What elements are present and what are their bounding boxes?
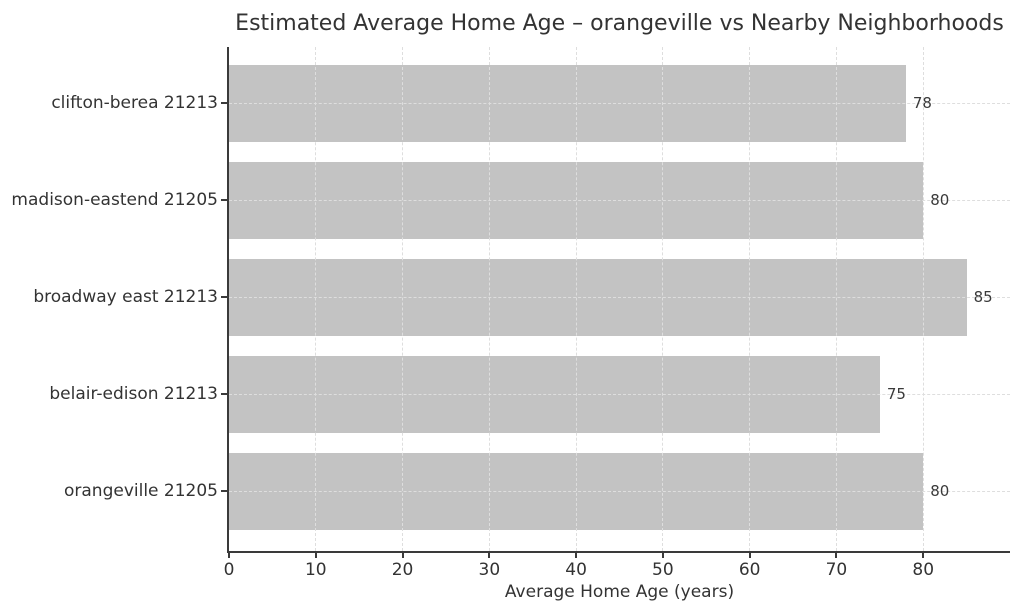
x-tick-label: 40 [565, 560, 587, 580]
x-tick-label: 50 [652, 560, 674, 580]
y-tick-label: madison-eastend 21205 [11, 190, 218, 210]
y-tick-mark [221, 393, 227, 395]
x-tick-mark [488, 553, 491, 558]
x-tick-mark [922, 553, 925, 558]
x-tick-mark [661, 553, 664, 558]
y-tick-mark [221, 296, 227, 298]
vertical-gridline [835, 47, 837, 551]
value-label: 85 [973, 288, 993, 306]
x-axis-spine [227, 551, 1010, 553]
y-axis-spine [227, 47, 229, 553]
value-label: 75 [886, 385, 906, 403]
x-tick-mark [835, 553, 838, 558]
horizontal-gridline [229, 199, 1010, 201]
x-tick-mark [314, 553, 317, 558]
y-tick-label: orangeville 21205 [63, 481, 218, 501]
x-axis-label: Average Home Age (years) [504, 582, 735, 602]
plot-area: 78 80 85 75 80 [229, 47, 1010, 551]
y-tick-mark [221, 199, 227, 201]
x-tick-label: 20 [391, 560, 414, 580]
horizontal-gridline [229, 393, 1010, 395]
vertical-gridline [315, 47, 317, 551]
x-tick-label: 30 [478, 560, 501, 580]
vertical-gridline [662, 47, 664, 551]
x-tick-label: 70 [825, 560, 848, 580]
y-tick-label: belair-edison 21213 [49, 384, 218, 404]
y-tick-label: clifton-berea 21213 [51, 93, 218, 113]
value-label: 80 [930, 482, 950, 500]
x-tick-label: 0 [223, 560, 235, 580]
vertical-gridline [749, 47, 751, 551]
x-tick-mark [748, 553, 751, 558]
x-tick-label: 60 [738, 560, 761, 580]
horizontal-gridline [229, 296, 1010, 298]
y-tick-label: broadway east 21213 [33, 287, 218, 307]
vertical-gridline [575, 47, 577, 551]
y-tick-mark [221, 490, 227, 492]
vertical-gridline [488, 47, 490, 551]
x-tick-mark [228, 553, 230, 558]
vertical-gridline [402, 47, 404, 551]
value-label: 80 [930, 191, 950, 209]
vertical-gridline [922, 47, 924, 551]
x-tick-label: 10 [304, 560, 327, 580]
x-tick-mark [401, 553, 404, 558]
horizontal-gridline [229, 490, 1010, 492]
chart-title: Estimated Average Home Age – orangeville… [235, 11, 1004, 36]
horizontal-gridline [229, 102, 1010, 104]
y-tick-mark [221, 102, 227, 104]
x-tick-mark [575, 553, 578, 558]
x-tick-label: 80 [912, 560, 935, 580]
value-label: 78 [912, 94, 932, 112]
